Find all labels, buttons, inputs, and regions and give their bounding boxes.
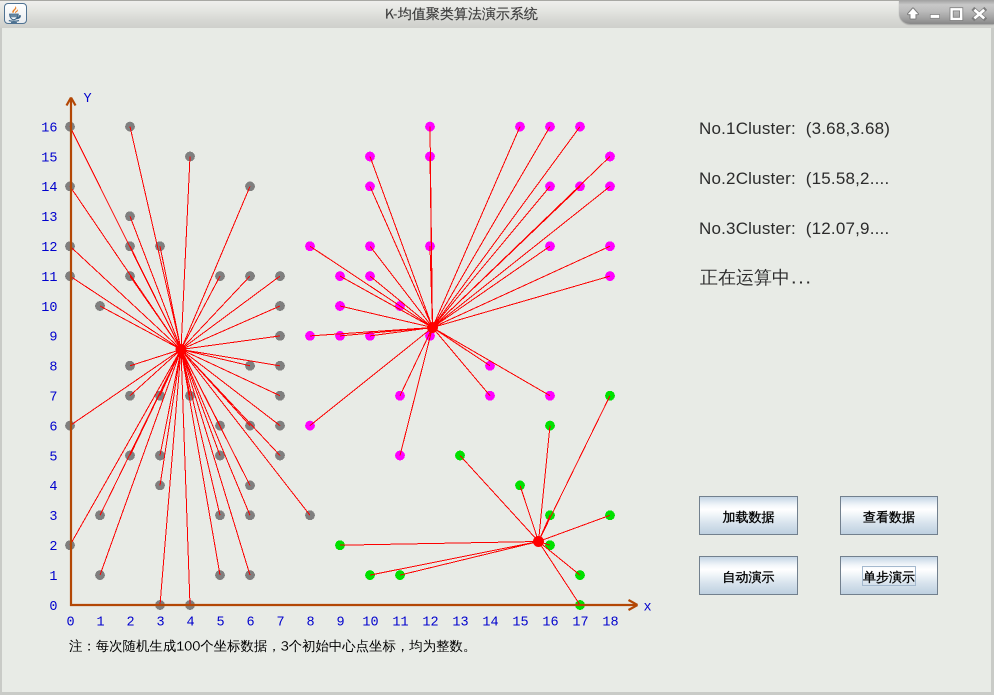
svg-text:11: 11 xyxy=(392,616,408,631)
svg-text:No.1Cluster: (3.68,3.68): No.1Cluster: (3.68,3.68) xyxy=(699,119,890,138)
svg-text:13: 13 xyxy=(452,616,468,631)
svg-text:8: 8 xyxy=(49,361,57,376)
svg-text:3: 3 xyxy=(156,616,164,631)
svg-text:6: 6 xyxy=(49,420,57,435)
svg-text:0: 0 xyxy=(49,600,57,615)
svg-text:12: 12 xyxy=(422,616,438,631)
svg-text:16: 16 xyxy=(542,616,558,631)
svg-text:1: 1 xyxy=(49,570,57,585)
svg-text:5: 5 xyxy=(49,450,57,465)
svg-text:4: 4 xyxy=(49,480,57,495)
svg-text:11: 11 xyxy=(41,271,57,286)
svg-text:1: 1 xyxy=(96,616,104,631)
svg-text:0: 0 xyxy=(66,616,74,631)
svg-text:6: 6 xyxy=(246,616,254,631)
svg-text:No.3Cluster: (12.07,9....: No.3Cluster: (12.07,9.... xyxy=(699,219,889,238)
svg-text:10: 10 xyxy=(362,616,378,631)
svg-text:8: 8 xyxy=(306,616,314,631)
svg-text:15: 15 xyxy=(41,151,57,166)
svg-text:7: 7 xyxy=(49,391,57,406)
svg-text:9: 9 xyxy=(336,616,344,631)
svg-text:5: 5 xyxy=(216,616,224,631)
svg-text:2: 2 xyxy=(126,616,134,631)
svg-text:4: 4 xyxy=(186,616,194,631)
svg-text:18: 18 xyxy=(602,616,618,631)
svg-text:7: 7 xyxy=(276,616,284,631)
svg-text:12: 12 xyxy=(41,241,57,256)
svg-text:9: 9 xyxy=(49,331,57,346)
svg-text:Y: Y xyxy=(84,92,92,107)
svg-text:16: 16 xyxy=(41,121,57,136)
svg-text:10: 10 xyxy=(41,301,57,316)
svg-text:13: 13 xyxy=(41,211,57,226)
svg-text:x: x xyxy=(644,601,652,616)
svg-text:15: 15 xyxy=(512,616,528,631)
svg-text:No.2Cluster: (15.58,2....: No.2Cluster: (15.58,2.... xyxy=(699,169,889,188)
svg-text:17: 17 xyxy=(572,616,588,631)
svg-text:14: 14 xyxy=(41,181,57,196)
svg-text:14: 14 xyxy=(482,616,498,631)
svg-text:2: 2 xyxy=(49,540,57,555)
svg-text:3: 3 xyxy=(49,510,57,525)
